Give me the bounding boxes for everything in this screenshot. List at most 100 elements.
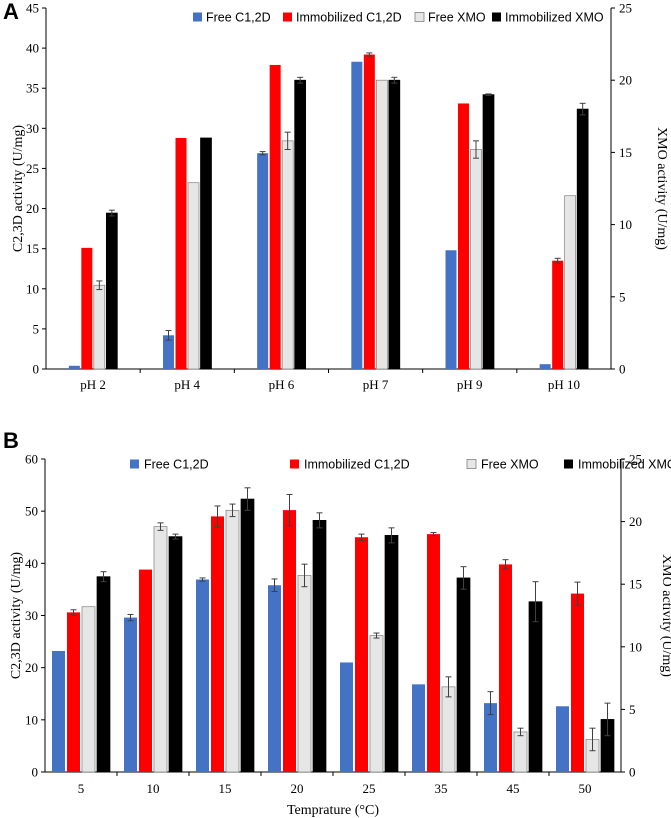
left-tick-label: 5 [33,321,40,336]
bar [52,650,65,772]
x-tick-label: 15 [219,781,232,796]
legend-swatch [290,459,299,469]
bar [175,137,187,369]
bar [556,706,569,772]
bar [484,703,497,772]
bar [81,247,93,369]
right-tick-label: 20 [619,73,632,88]
right-tick-label: 25 [619,1,632,16]
legend-label: Immobilized C1,2D [296,11,402,25]
legend-label: Immobilized C1,2D [304,458,410,472]
bar [340,662,353,772]
x-axis-title: Temprature (°C) [287,803,379,818]
right-tick-label: 10 [619,217,632,232]
left-tick-label: 0 [32,765,39,780]
legend-label: Free C1,2D [206,11,271,25]
right-axis-title: XMO activity (U/mg) [654,127,669,250]
left-tick-label: 10 [26,281,39,296]
x-tick-label: pH 10 [548,377,580,392]
bar [355,537,368,772]
bar [412,684,425,772]
bar [187,182,200,370]
legend-label: Free C1,2D [144,458,209,472]
bar [240,498,255,773]
bar [539,364,551,369]
x-tick-label: pH 2 [80,377,106,392]
right-tick-label: 25 [629,452,642,467]
bar [384,535,399,773]
bar [281,140,294,370]
x-tick-label: 50 [579,781,592,796]
legend-swatch [193,12,202,22]
bar [564,195,577,370]
x-tick-label: 35 [435,781,448,796]
x-tick-label: pH 4 [174,377,200,392]
bar [225,509,240,773]
bar [456,577,471,773]
bar [96,576,111,773]
legend-swatch [283,12,292,22]
x-tick-label: pH 7 [363,377,389,392]
right-tick-label: 15 [629,577,642,592]
bar [257,153,269,369]
left-tick-label: 20 [26,201,39,216]
left-tick-label: 15 [26,241,39,256]
x-tick-label: pH 9 [457,377,483,392]
bar [499,564,512,772]
bar [552,260,564,369]
right-tick-label: 20 [629,514,642,529]
bar [268,585,281,772]
left-tick-label: 30 [26,121,39,136]
bar [312,519,327,773]
bar [441,686,456,773]
bar [200,137,212,370]
legend-label: Immobilized XMO [578,458,671,472]
left-tick-label: 60 [25,452,38,467]
bar [351,61,363,369]
panel-label-a: A [3,0,19,24]
x-tick-label: 25 [363,781,376,796]
bar [163,335,174,369]
bar [445,250,457,369]
left-tick-label: 0 [33,362,40,377]
bar [513,731,528,773]
right-tick-label: 15 [619,145,632,160]
left-tick-label: 50 [25,504,38,519]
bar [427,534,440,772]
bar [81,606,96,773]
bar [375,79,388,370]
right-axis-title: XMO activity (U/mg) [659,554,671,677]
left-axis-title: C2,3D activity (U/mg) [11,125,26,252]
left-tick-label: 10 [25,712,38,727]
legend-label: Free XMO [481,458,539,472]
bar [269,64,281,370]
x-tick-label: 20 [291,781,304,796]
legend-swatch [564,459,573,469]
left-tick-label: 35 [26,81,39,96]
bar [105,212,118,370]
legend-swatch [414,12,425,22]
bar [576,108,589,370]
bar [211,516,224,772]
bar [571,593,584,772]
bar [153,526,168,773]
right-tick-label: 10 [629,639,642,654]
bar [482,94,495,370]
bar [297,575,312,773]
bar [168,536,183,773]
bar [124,617,137,772]
bar [369,635,384,773]
x-tick-label: 5 [78,781,85,796]
bar [67,612,80,772]
chart-panel-b: 0 10 20 30 40 50 60 0 5 10 15 20 25 C2,3D activity (U… [9,452,671,818]
panel-label-b: B [3,428,19,453]
legend-swatch [130,459,139,469]
left-tick-label: 45 [26,1,39,16]
legend-swatch [492,12,501,22]
bar [458,103,469,369]
legend-swatch [466,459,477,469]
bar [388,79,401,370]
bar [68,365,80,369]
x-tick-label: pH 6 [269,377,295,392]
